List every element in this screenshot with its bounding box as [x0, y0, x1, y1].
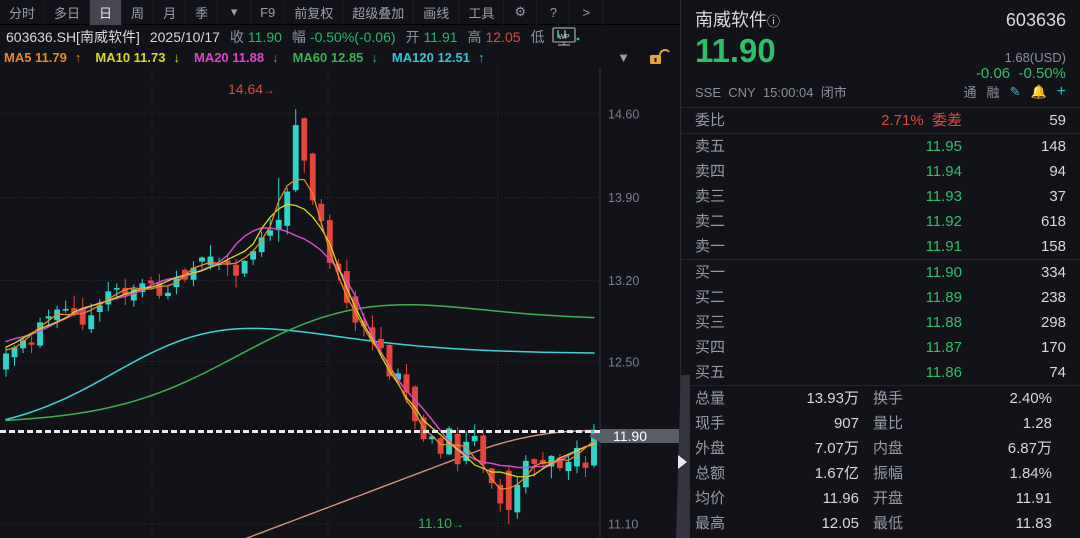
- svg-text:13.20: 13.20: [608, 274, 639, 288]
- svg-text:11.10: 11.10: [608, 517, 638, 531]
- svg-text:WP: WP: [558, 34, 570, 41]
- svg-text:12.50: 12.50: [608, 355, 639, 369]
- svg-text:13.90: 13.90: [608, 191, 639, 205]
- svg-text:14.60: 14.60: [608, 107, 639, 121]
